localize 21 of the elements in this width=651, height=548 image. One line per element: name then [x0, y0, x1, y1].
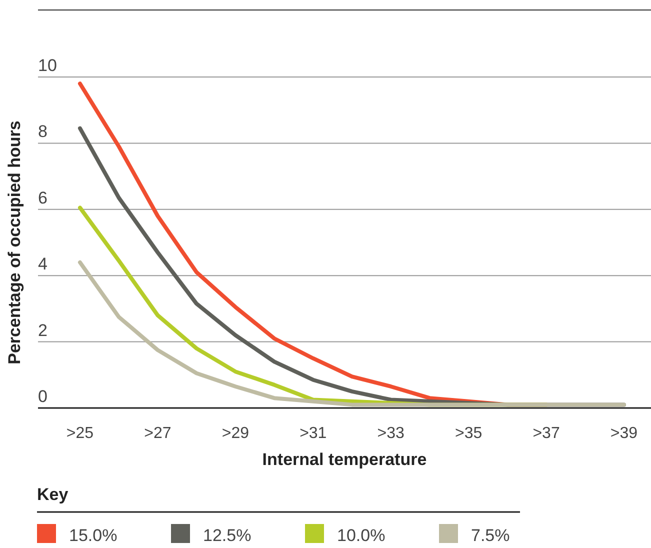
y-tick-label: 4: [38, 254, 48, 274]
y-tick-label: 10: [38, 56, 57, 75]
legend-label: 10.0%: [337, 526, 386, 545]
x-tick-label: >39: [610, 425, 638, 442]
x-tick-label: >31: [300, 425, 327, 442]
legend-title: Key: [37, 485, 69, 504]
x-tick-label: >25: [66, 425, 94, 442]
legend-label: 12.5%: [203, 526, 252, 545]
y-axis-title: Percentage of occupied hours: [5, 120, 24, 364]
x-axis-title: Internal temperature: [262, 450, 427, 469]
y-tick-label: 8: [38, 122, 48, 142]
x-tick-label: >27: [144, 425, 172, 442]
legend-label: 7.5%: [471, 526, 510, 545]
y-tick-label: 6: [38, 188, 48, 208]
y-tick-label: 0: [38, 387, 48, 406]
x-tick-label: >35: [455, 425, 482, 442]
x-tick-label: >33: [377, 425, 405, 442]
x-tick-label: >37: [532, 425, 560, 442]
legend-label: 15.0%: [69, 526, 118, 545]
x-tick-label: >29: [222, 425, 250, 442]
y-tick-label: 2: [38, 320, 48, 340]
